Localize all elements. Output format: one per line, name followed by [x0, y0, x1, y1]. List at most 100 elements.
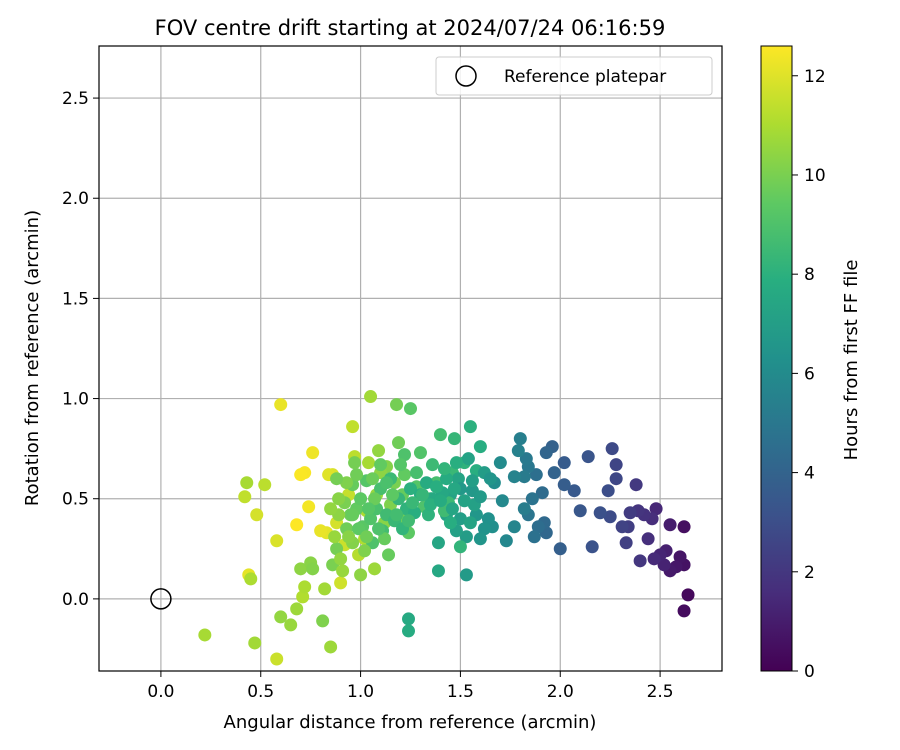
data-point — [517, 502, 531, 516]
data-point — [593, 506, 607, 520]
data-point — [368, 562, 382, 576]
data-point — [330, 472, 344, 486]
colorbar-tick-label: 2 — [804, 563, 815, 583]
data-point — [415, 488, 429, 502]
data-point — [605, 442, 619, 456]
data-point — [328, 530, 342, 544]
data-point — [402, 514, 416, 528]
data-point — [481, 512, 495, 526]
data-point — [431, 564, 445, 578]
data-point — [238, 490, 252, 504]
y-axis-ticks: 0.0 0.5 1.0 1.5 2.0 2.5 — [62, 89, 99, 610]
data-point — [473, 532, 487, 546]
data-point — [419, 476, 433, 490]
data-point — [421, 508, 435, 522]
data-point — [437, 462, 451, 476]
data-point — [366, 472, 380, 486]
y-tick-label: 2.5 — [62, 89, 89, 109]
data-point — [342, 530, 356, 544]
x-tick-label: 0.5 — [247, 682, 274, 702]
data-point — [477, 522, 491, 536]
data-point — [394, 458, 408, 472]
data-point — [567, 484, 581, 498]
data-point — [529, 468, 543, 482]
x-tick-label: 1.5 — [447, 682, 474, 702]
data-point — [453, 540, 467, 554]
data-point — [609, 458, 623, 472]
x-axis-label: Angular distance from reference (arcmin) — [224, 712, 597, 733]
data-point — [677, 520, 691, 534]
data-point — [368, 492, 382, 506]
data-point — [332, 492, 346, 506]
colorbar-tick-label: 12 — [804, 67, 826, 87]
data-point — [539, 446, 553, 460]
data-point — [429, 480, 443, 494]
data-point — [511, 444, 525, 458]
data-point — [402, 612, 416, 626]
data-point — [340, 476, 354, 490]
data-point — [463, 420, 477, 434]
legend-box — [435, 56, 713, 96]
data-point — [390, 398, 404, 412]
data-point — [499, 534, 513, 548]
data-point — [623, 506, 637, 520]
data-point — [603, 510, 617, 524]
data-point — [364, 512, 378, 526]
data-point — [405, 496, 419, 510]
data-point — [531, 520, 545, 534]
data-point — [274, 398, 288, 412]
data-point — [431, 536, 445, 550]
data-point — [649, 502, 663, 516]
data-point — [453, 512, 467, 526]
data-point — [423, 498, 437, 512]
data-point — [350, 468, 364, 482]
data-point — [465, 474, 479, 488]
data-point — [493, 456, 507, 470]
data-point — [302, 500, 316, 514]
data-point — [404, 402, 417, 416]
data-point — [290, 602, 304, 616]
data-point — [348, 456, 362, 470]
data-point — [507, 520, 521, 534]
legend: Reference platepar — [435, 56, 713, 96]
grid — [99, 46, 722, 671]
data-point — [413, 446, 427, 460]
data-point — [362, 456, 376, 470]
data-point — [346, 420, 360, 434]
data-point — [657, 558, 671, 572]
data-point — [390, 508, 404, 522]
data-point — [463, 516, 477, 530]
data-point — [483, 472, 497, 486]
data-point — [258, 478, 272, 492]
y-tick-label: 0.5 — [62, 490, 89, 510]
data-point — [681, 588, 695, 602]
data-point — [519, 452, 533, 466]
data-point — [517, 470, 531, 484]
data-point — [433, 494, 447, 508]
data-point — [198, 628, 212, 642]
data-point — [324, 640, 338, 654]
data-point — [547, 466, 561, 480]
chart-title: FOV centre drift starting at 2024/07/24 … — [155, 16, 666, 40]
data-point — [240, 476, 254, 490]
data-point — [306, 562, 320, 576]
data-point — [294, 562, 308, 576]
data-points — [198, 390, 695, 666]
data-point — [601, 484, 615, 498]
y-tick-label: 2.0 — [62, 189, 89, 209]
data-point — [324, 502, 338, 516]
data-point — [354, 568, 368, 582]
reference-platepar-marker — [150, 588, 172, 610]
data-point — [386, 488, 400, 502]
x-axis-ticks: 0.0 0.5 1.0 1.5 2.0 2.5 — [147, 671, 674, 702]
data-point — [316, 614, 330, 628]
data-point — [449, 456, 463, 470]
data-point — [250, 508, 264, 522]
data-point — [633, 554, 647, 568]
data-point — [527, 530, 541, 544]
plot-frame — [98, 45, 723, 672]
data-point — [358, 544, 372, 558]
legend-label-reference: Reference platepar — [504, 67, 666, 87]
x-tick-label: 2.0 — [547, 682, 574, 702]
